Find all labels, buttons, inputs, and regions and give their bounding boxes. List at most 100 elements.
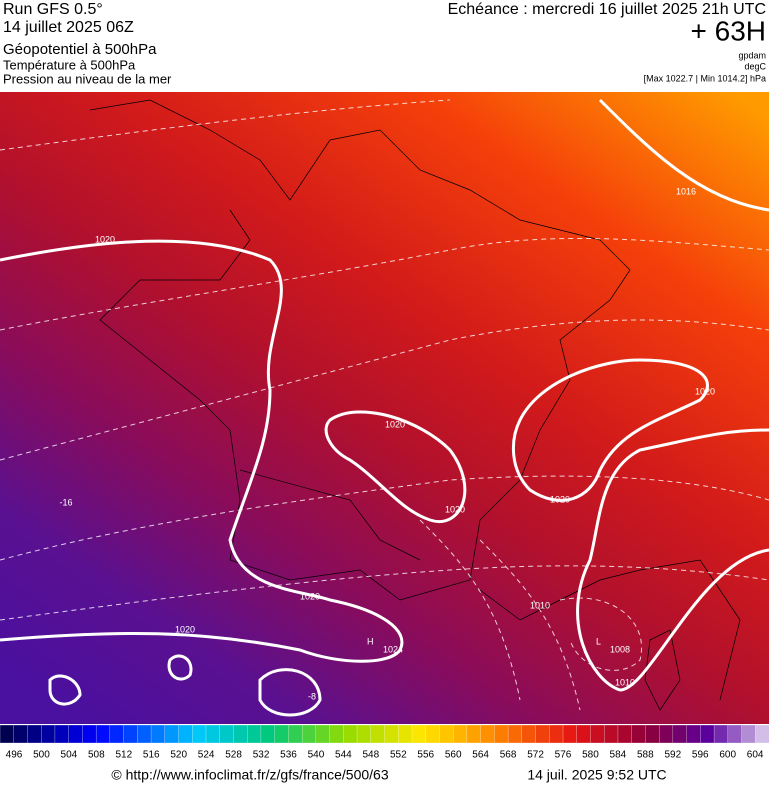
color-swatch (507, 724, 523, 744)
unit: gpdam (738, 50, 766, 60)
color-swatch (274, 724, 290, 744)
color-swatch (672, 724, 688, 744)
colorbar-label: 556 (417, 750, 434, 761)
color-swatch (315, 724, 331, 744)
colorbar-label: 528 (225, 750, 242, 761)
low-value: 1008 (610, 644, 630, 654)
color-swatch (329, 724, 344, 744)
color-swatch (356, 724, 372, 744)
color-swatch (480, 724, 496, 744)
contour-label: 1020 (300, 591, 320, 601)
colorbar-label: 560 (445, 750, 462, 761)
colorbar-label: 588 (637, 750, 654, 761)
color-swatch (109, 724, 125, 744)
color-swatch (576, 724, 592, 744)
timestamp: 14 juil. 2025 9:52 UTC (527, 767, 666, 783)
run: Run GFS 0.5° (3, 1, 103, 18)
color-swatch (301, 724, 317, 744)
contour-label: 1020 (445, 504, 465, 514)
color-swatch (192, 724, 207, 744)
color-swatch (150, 724, 166, 744)
color-swatch (343, 724, 358, 744)
colorbar-label: 576 (555, 750, 572, 761)
contour-label: 1020 (695, 386, 715, 396)
colorbar-label: 584 (610, 750, 627, 761)
colorbar-label: 508 (88, 750, 105, 761)
contour-label: 1016 (676, 186, 696, 196)
color-swatch (95, 724, 111, 744)
color-swatch (755, 724, 769, 744)
source: © http://www.infoclimat.fr/z/gfs/france/… (111, 767, 388, 783)
color-swatch (13, 724, 29, 744)
colorbar-label: 504 (61, 750, 78, 761)
color-swatch (617, 724, 633, 744)
color-swatch (288, 724, 303, 744)
colorbar-label: 596 (692, 750, 709, 761)
high-letter: H (367, 636, 374, 646)
colorbar-label: 496 (6, 750, 23, 761)
color-swatch (27, 724, 42, 744)
contour-label: 1010 (615, 677, 635, 687)
colorbar-label: 540 (308, 750, 325, 761)
color-swatch (741, 724, 756, 744)
colorbar-label: 500 (33, 750, 50, 761)
contour-label: -16 (59, 497, 72, 507)
colorbar-label: 568 (500, 750, 517, 761)
colorbar-label: 532 (253, 750, 270, 761)
color-swatch (219, 724, 235, 744)
colorbar-label: 564 (472, 750, 489, 761)
color-swatch (233, 724, 248, 744)
colorbar-label: 580 (582, 750, 599, 761)
pressure: Pression au niveau de la mer (3, 71, 172, 86)
color-swatch (68, 724, 84, 744)
temperature: Température à 500hPa (3, 57, 136, 72)
color-swatch (658, 724, 674, 744)
color-swatch (562, 724, 578, 744)
map (0, 92, 769, 724)
color-swatch (521, 724, 537, 744)
color-swatch (494, 724, 509, 744)
color-swatch (535, 724, 550, 744)
color-swatch (700, 724, 715, 744)
color-swatch (604, 724, 619, 744)
colorbar-label: 552 (390, 750, 407, 761)
colorbar-label: 516 (143, 750, 160, 761)
colorbar-label: 536 (280, 750, 297, 761)
lead: + 63H (691, 15, 767, 46)
colorbar-label: 524 (198, 750, 215, 761)
color-swatch (82, 724, 97, 744)
color-swatch (645, 724, 660, 744)
color-swatch (439, 724, 454, 744)
contour-label: 1010 (530, 600, 550, 610)
contour-label: 1020 (95, 234, 115, 244)
date: 14 juillet 2025 06Z (3, 19, 134, 36)
forecast: Echéance : mercredi 16 juillet 2025 21h … (448, 1, 766, 18)
color-swatch (549, 724, 564, 744)
colorbar-label: 572 (527, 750, 544, 761)
color-swatch (247, 724, 262, 744)
color-swatch (0, 724, 15, 744)
colorbar-label: 544 (335, 750, 352, 761)
contour-label: 1020 (550, 494, 570, 504)
contour-label: -8 (308, 691, 316, 701)
color-swatch (164, 724, 180, 744)
color-swatch (398, 724, 413, 744)
color-swatch (123, 724, 138, 744)
color-swatch (713, 724, 729, 744)
low-letter: L (596, 636, 601, 646)
unit: degC (744, 61, 766, 71)
color-swatch (137, 724, 152, 744)
colorbar-label: 512 (115, 750, 132, 761)
color-swatch (631, 724, 647, 744)
color-swatch (260, 724, 276, 744)
color-swatch (425, 724, 441, 744)
color-swatch (686, 724, 701, 744)
high-value: 1024 (383, 644, 403, 654)
color-swatch (466, 724, 482, 744)
colorbar-label: 600 (719, 750, 736, 761)
colorbar-label: 520 (170, 750, 187, 761)
contour-label: 1020 (385, 419, 405, 429)
color-swatch (205, 724, 221, 744)
color-swatch (54, 724, 70, 744)
